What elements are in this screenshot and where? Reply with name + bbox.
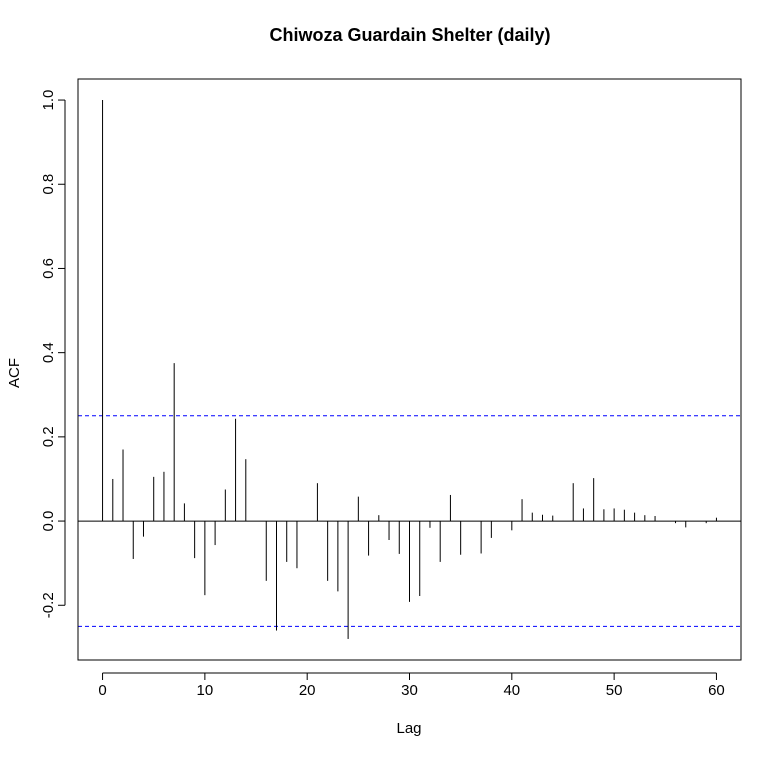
y-tick-label: 0.2	[40, 426, 57, 447]
x-tick-label: 0	[98, 682, 106, 699]
chart-title: Chiwoza Guardain Shelter (daily)	[269, 25, 550, 45]
y-tick-label: 0.8	[40, 174, 57, 195]
x-tick-label: 10	[197, 682, 214, 699]
y-axis-label: ACF	[6, 358, 23, 388]
plot-frame	[77, 78, 742, 661]
x-axis-label: Lag	[396, 720, 421, 737]
x-tick-label: 50	[606, 682, 623, 699]
y-tick-label: 0.0	[40, 511, 57, 532]
x-tick-label: 30	[401, 682, 418, 699]
y-tick-label: 1.0	[40, 90, 57, 111]
y-tick-label: -0.2	[40, 592, 57, 618]
x-tick-label: 60	[708, 682, 725, 699]
x-tick-label: 20	[299, 682, 316, 699]
y-tick-label: 0.6	[40, 258, 57, 279]
x-tick-label: 40	[503, 682, 520, 699]
y-tick-label: 0.4	[40, 342, 57, 363]
plot-area	[78, 100, 741, 639]
